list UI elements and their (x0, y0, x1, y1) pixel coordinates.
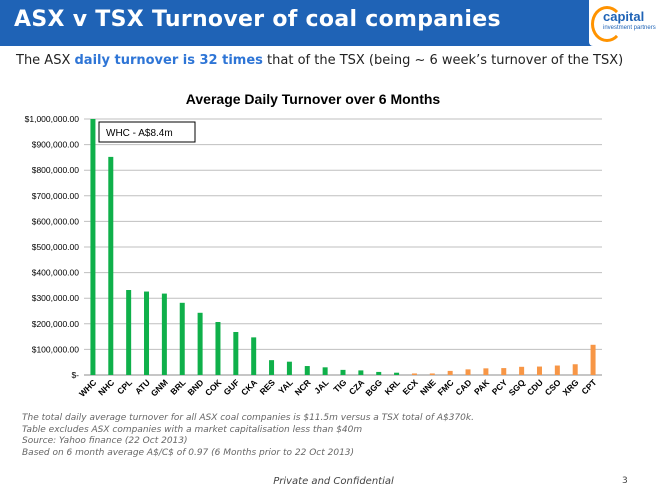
x-tick-label: FMC (435, 377, 455, 397)
bar-atu (144, 291, 150, 375)
note-line: Table excludes ASX companies with a mark… (22, 424, 363, 435)
x-tick-label: NHC (96, 377, 116, 397)
x-tick-label: YAL (276, 377, 295, 396)
bar-cdu (536, 366, 542, 375)
annotation-callout: WHC - A$8.4m (98, 121, 196, 143)
x-tick-label: CPL (115, 377, 134, 396)
bar-cka (251, 337, 257, 375)
logo-subtext: investment partners (603, 25, 656, 31)
x-tick-label: PAK (472, 377, 492, 397)
bar-cok (215, 322, 221, 375)
subtitle-highlight: daily turnover is 32 times (74, 53, 263, 68)
x-tick-label: BGG (363, 377, 384, 398)
x-tick-label: KRL (383, 377, 402, 396)
y-tick-label: $200,000.00 (32, 319, 80, 329)
subtitle-part2: that of the TSX (being ~ 6 week’s turnov… (262, 53, 624, 68)
logo-word: capital (603, 9, 645, 24)
bar-pak (483, 368, 489, 375)
y-tick-label: $500,000.00 (32, 242, 80, 252)
x-tick-label: GUF (221, 377, 241, 397)
x-tick-label: COK (203, 377, 224, 398)
x-tick-label: TIG (331, 377, 348, 394)
chart-bars (90, 119, 596, 375)
x-tick-label: GNM (149, 377, 170, 398)
x-tick-label: BND (185, 377, 205, 397)
x-tick-label: JAL (312, 377, 330, 395)
chart-notes: The total daily average turnover for all… (22, 413, 474, 459)
x-tick-label: ATU (133, 377, 152, 396)
y-tick-label: $700,000.00 (32, 191, 80, 201)
x-tick-label: CSO (543, 377, 563, 397)
x-tick-label: RES (258, 377, 278, 397)
y-tick-label: $800,000.00 (32, 165, 80, 175)
bar-cza (358, 370, 364, 375)
bar-gnm (161, 293, 167, 375)
bar-ecx (411, 373, 417, 375)
bar-nne (429, 373, 435, 375)
x-tick-label: CZA (347, 377, 366, 396)
x-tick-label: CKA (239, 377, 259, 397)
chart-title: Average Daily Turnover over 6 Months (186, 91, 441, 107)
note-line: Source: Yahoo finance (22 Oct 2013) (22, 436, 188, 446)
y-axis-ticks: $- $100,000.00 $200,000.00 $300,000.00 $400,… (25, 114, 80, 380)
bar-krl (394, 372, 400, 375)
bar-yal (286, 361, 292, 375)
y-tick-label: $900,000.00 (32, 140, 80, 150)
x-tick-label: NNE (418, 377, 438, 397)
bar-res (269, 360, 275, 375)
bar-cso (554, 365, 560, 375)
y-tick-label: $1,000,000.00 (25, 114, 80, 124)
y-tick-label: $600,000.00 (32, 216, 80, 226)
x-tick-label: NCR (293, 377, 313, 397)
x-tick-label: WHC (77, 377, 98, 398)
x-tick-label: XRG (561, 377, 581, 397)
x-tick-label: SGQ (507, 377, 528, 398)
logo-ring-icon (591, 6, 623, 42)
note-line: Based on 6 month average A$/C$ of 0.97 (… (22, 447, 355, 458)
bar-jal (322, 367, 328, 375)
bar-guf (233, 331, 239, 375)
note-line: The total daily average turnover for all… (22, 413, 474, 423)
bar-ncr (304, 366, 310, 375)
chart-gridlines (84, 118, 602, 376)
bar-fmc (447, 370, 453, 375)
x-tick-label: ECX (400, 377, 420, 397)
company-logo: capital investment partners (589, 0, 667, 46)
bar-brl (179, 302, 185, 375)
slide-subtitle: The ASX daily turnover is 32 times that … (16, 53, 623, 68)
bar-bnd (197, 312, 203, 375)
bar-bgg (376, 371, 382, 375)
y-tick-label: $300,000.00 (32, 293, 80, 303)
bar-cpt (590, 344, 596, 375)
turnover-bar-chart: Average Daily Turnover over 6 Months $-$… (25, 91, 602, 399)
bar-cad (465, 369, 471, 375)
slide-title: ASX v TSX Turnover of coal companies (14, 7, 501, 32)
annotation-text: WHC - A$8.4m (106, 128, 173, 139)
page-number: 3 (622, 476, 628, 486)
bar-pcy (501, 368, 507, 375)
bar-sgq (519, 366, 525, 375)
x-tick-label: CDU (525, 377, 545, 397)
x-tick-label: BRL (168, 377, 187, 396)
y-tick-label: $400,000.00 (32, 268, 80, 278)
bar-nhc (108, 156, 114, 375)
x-tick-label: CAD (453, 377, 473, 397)
y-tick-label: $- (71, 370, 79, 380)
x-tick-label: CPT (579, 377, 599, 397)
title-bar: ASX v TSX Turnover of coal companies cap… (0, 0, 667, 46)
bar-whc (90, 119, 96, 375)
bar-xrg (572, 364, 578, 375)
bar-tig (340, 369, 346, 375)
footer-confidential: Private and Confidential (273, 476, 394, 487)
bar-cpl (126, 290, 132, 375)
y-tick-label: $100,000.00 (32, 344, 80, 354)
subtitle-part1: The ASX (16, 53, 75, 68)
x-tick-label: PCY (490, 377, 510, 397)
